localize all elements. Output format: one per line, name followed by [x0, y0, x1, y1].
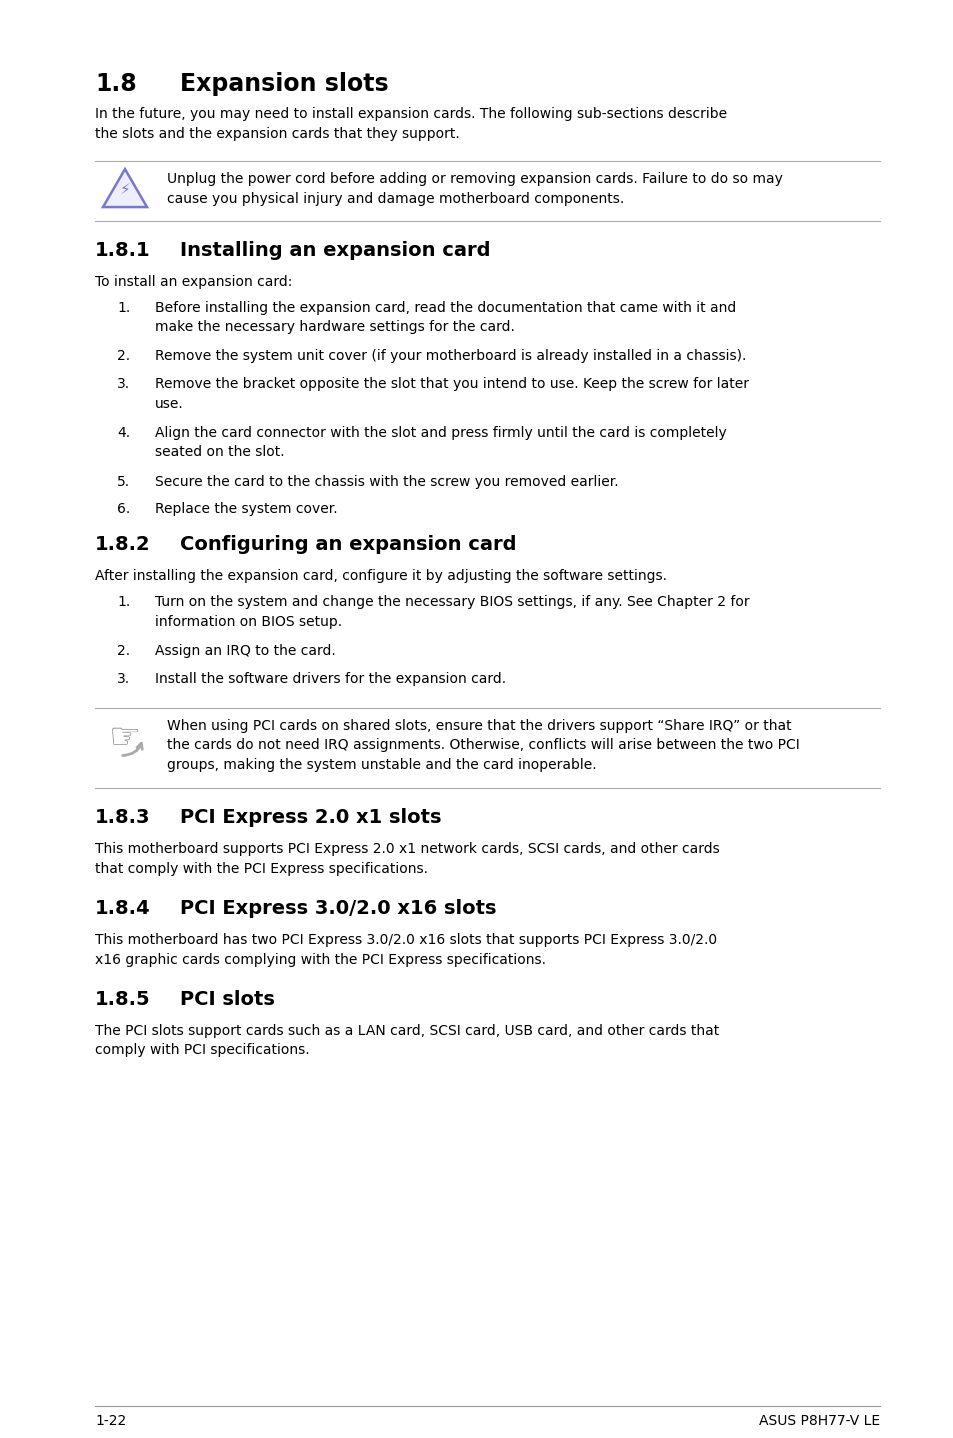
Text: To install an expansion card:: To install an expansion card:	[95, 275, 292, 289]
Text: ASUS P8H77-V LE: ASUS P8H77-V LE	[758, 1414, 879, 1428]
Text: After installing the expansion card, configure it by adjusting the software sett: After installing the expansion card, con…	[95, 569, 666, 584]
Text: When using PCI cards on shared slots, ensure that the drivers support “Share IRQ: When using PCI cards on shared slots, en…	[167, 719, 799, 772]
Text: 1.: 1.	[117, 595, 131, 610]
Text: 1.8.2: 1.8.2	[95, 535, 151, 554]
Text: Installing an expansion card: Installing an expansion card	[180, 240, 490, 260]
Polygon shape	[103, 170, 147, 207]
Text: Assign an IRQ to the card.: Assign an IRQ to the card.	[154, 644, 335, 659]
Text: ⚡: ⚡	[119, 181, 131, 197]
Text: 1.8.5: 1.8.5	[95, 989, 151, 1008]
Text: In the future, you may need to install expansion cards. The following sub-sectio: In the future, you may need to install e…	[95, 108, 726, 141]
Text: 1-22: 1-22	[95, 1414, 126, 1428]
Text: PCI Express 2.0 x1 slots: PCI Express 2.0 x1 slots	[180, 808, 441, 827]
Text: 1.8.4: 1.8.4	[95, 899, 151, 917]
Text: 1.: 1.	[117, 301, 131, 315]
Text: 6.: 6.	[117, 502, 131, 516]
Text: Unplug the power cord before adding or removing expansion cards. Failure to do s: Unplug the power cord before adding or r…	[167, 173, 782, 206]
Text: Install the software drivers for the expansion card.: Install the software drivers for the exp…	[154, 672, 506, 686]
Text: Expansion slots: Expansion slots	[180, 72, 388, 96]
Text: 2.: 2.	[117, 349, 130, 364]
Text: Replace the system cover.: Replace the system cover.	[154, 502, 337, 516]
Text: Remove the system unit cover (if your motherboard is already installed in a chas: Remove the system unit cover (if your mo…	[154, 349, 745, 364]
Text: PCI slots: PCI slots	[180, 989, 274, 1008]
Text: Configuring an expansion card: Configuring an expansion card	[180, 535, 516, 554]
Text: 1.8.3: 1.8.3	[95, 808, 151, 827]
Text: Align the card connector with the slot and press firmly until the card is comple: Align the card connector with the slot a…	[154, 426, 726, 459]
Text: Secure the card to the chassis with the screw you removed earlier.: Secure the card to the chassis with the …	[154, 475, 618, 489]
Text: Turn on the system and change the necessary BIOS settings, if any. See Chapter 2: Turn on the system and change the necess…	[154, 595, 749, 628]
Text: ☞: ☞	[109, 720, 141, 755]
Text: 4.: 4.	[117, 426, 130, 440]
Text: This motherboard has two PCI Express 3.0/2.0 x16 slots that supports PCI Express: This motherboard has two PCI Express 3.0…	[95, 933, 717, 966]
Text: 2.: 2.	[117, 644, 130, 659]
Text: 1.8: 1.8	[95, 72, 136, 96]
Text: 3.: 3.	[117, 377, 130, 391]
Text: This motherboard supports PCI Express 2.0 x1 network cards, SCSI cards, and othe: This motherboard supports PCI Express 2.…	[95, 843, 719, 876]
Text: Before installing the expansion card, read the documentation that came with it a: Before installing the expansion card, re…	[154, 301, 736, 334]
Text: The PCI slots support cards such as a LAN card, SCSI card, USB card, and other c: The PCI slots support cards such as a LA…	[95, 1024, 719, 1057]
Text: 3.: 3.	[117, 672, 130, 686]
Text: Remove the bracket opposite the slot that you intend to use. Keep the screw for : Remove the bracket opposite the slot tha…	[154, 377, 748, 411]
Text: 5.: 5.	[117, 475, 130, 489]
Text: PCI Express 3.0/2.0 x16 slots: PCI Express 3.0/2.0 x16 slots	[180, 899, 496, 917]
Text: 1.8.1: 1.8.1	[95, 240, 151, 260]
